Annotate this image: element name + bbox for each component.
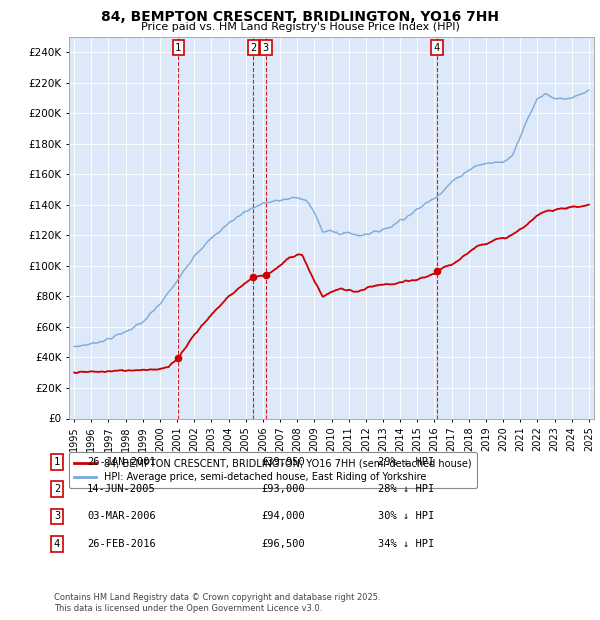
Text: 28% ↓ HPI: 28% ↓ HPI: [378, 484, 434, 494]
Text: 26-JAN-2001: 26-JAN-2001: [87, 457, 156, 467]
Text: 3: 3: [263, 43, 269, 53]
Text: 03-MAR-2006: 03-MAR-2006: [87, 512, 156, 521]
Text: 84, BEMPTON CRESCENT, BRIDLINGTON, YO16 7HH: 84, BEMPTON CRESCENT, BRIDLINGTON, YO16 …: [101, 10, 499, 24]
Text: 34% ↓ HPI: 34% ↓ HPI: [378, 539, 434, 549]
Text: Contains HM Land Registry data © Crown copyright and database right 2025.
This d: Contains HM Land Registry data © Crown c…: [54, 593, 380, 613]
Text: Price paid vs. HM Land Registry's House Price Index (HPI): Price paid vs. HM Land Registry's House …: [140, 22, 460, 32]
Text: 2: 2: [54, 484, 60, 494]
Legend: 84, BEMPTON CRESCENT, BRIDLINGTON, YO16 7HH (semi-detached house), HPI: Average : 84, BEMPTON CRESCENT, BRIDLINGTON, YO16 …: [68, 453, 477, 488]
Text: £93,000: £93,000: [261, 484, 305, 494]
Text: 26-FEB-2016: 26-FEB-2016: [87, 539, 156, 549]
Text: 4: 4: [54, 539, 60, 549]
Text: 30% ↓ HPI: 30% ↓ HPI: [378, 512, 434, 521]
Text: £94,000: £94,000: [261, 512, 305, 521]
Text: 1: 1: [54, 457, 60, 467]
Text: 2: 2: [250, 43, 257, 53]
Text: 29% ↓ HPI: 29% ↓ HPI: [378, 457, 434, 467]
Text: 3: 3: [54, 512, 60, 521]
Text: 1: 1: [175, 43, 181, 53]
Text: £39,950: £39,950: [261, 457, 305, 467]
Text: 4: 4: [434, 43, 440, 53]
Text: 14-JUN-2005: 14-JUN-2005: [87, 484, 156, 494]
Text: £96,500: £96,500: [261, 539, 305, 549]
